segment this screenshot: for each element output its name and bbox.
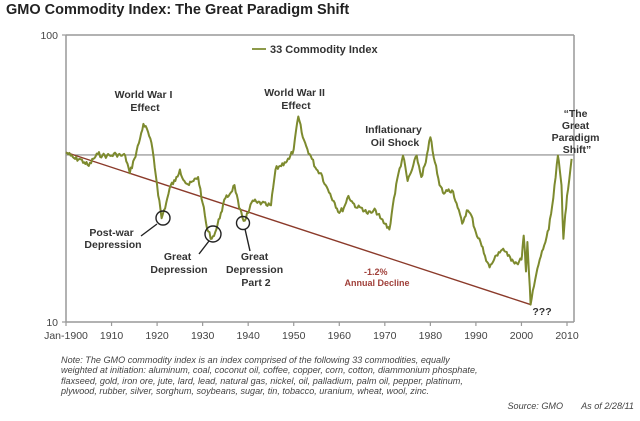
series-line-33-commodity-index <box>65 115 573 306</box>
annotation-oil-line2: Oil Shock <box>371 137 420 149</box>
x-tick-label: 1950 <box>282 330 306 342</box>
annotation-ww2: World War II Effect <box>264 87 328 112</box>
x-tick-label: 1990 <box>464 330 488 342</box>
source-line: Source: GMO As of 2/28/11 <box>507 401 634 411</box>
pointer-great-depression-2 <box>244 228 251 252</box>
annotation-great-depression-2: Great Depression Part 2 <box>226 251 286 289</box>
annotation-annual-decline: -1.2% Annual Decline <box>344 267 409 288</box>
circle-great-depression-2 <box>235 215 251 231</box>
y-tick-label: 10 <box>46 317 58 329</box>
circle-postwar <box>155 210 171 226</box>
annotation-ww2-line1: World War II <box>264 87 325 99</box>
x-tick-label: 1910 <box>100 330 124 342</box>
paradigm-line2: Great <box>562 120 590 132</box>
annotation-gd2-line3: Part 2 <box>241 277 270 289</box>
annotation-ww2-line2: Effect <box>281 100 311 112</box>
annotation-gd-line1: Great <box>164 251 192 263</box>
pointer-great-depression <box>198 240 210 255</box>
annotation-ww1-line1: World War I <box>115 89 173 101</box>
y-tick-label: 100 <box>40 30 58 42</box>
annotation-postwar: Post-war Depression <box>84 227 141 251</box>
x-tick-label: Jan-1900 <box>44 330 88 342</box>
x-tick-label: 1980 <box>419 330 443 342</box>
paradigm-line3: Paradigm <box>552 132 600 144</box>
annotation-great-depression: Great Depression <box>150 251 207 276</box>
x-tick-label: 2000 <box>510 330 534 342</box>
annotation-ww1: World War I Effect <box>115 89 176 114</box>
annotation-oil-line1: Inflationary <box>365 124 422 136</box>
chart-note: Note: The GMO commodity index is an inde… <box>61 355 478 397</box>
x-tick-label: 1970 <box>373 330 397 342</box>
paradigm-line4: Shift” <box>563 144 592 156</box>
trend-line <box>65 151 531 306</box>
annotation-gd2-line2: Depression <box>226 264 283 276</box>
x-tick-label: 1930 <box>191 330 215 342</box>
chart-title: GMO Commodity Index: The Great Paradigm … <box>6 2 350 18</box>
annotation-ww1-line2: Effect <box>130 102 160 114</box>
annotation-gd2-line1: Great <box>241 251 269 263</box>
annotation-postwar-line2: Depression <box>84 239 141 251</box>
annotation-question-marks: ??? <box>532 306 551 318</box>
x-tick-label: 1960 <box>328 330 352 342</box>
annotation-oil-shock: Inflationary Oil Shock <box>365 124 425 149</box>
annotation-postwar-line1: Post-war <box>89 227 133 239</box>
circle-great-depression <box>204 225 222 243</box>
legend-label: 33 Commodity Index <box>270 44 378 56</box>
x-tick-label: 1940 <box>237 330 261 342</box>
decline-label: Annual Decline <box>344 278 409 288</box>
x-tick-label: 1920 <box>145 330 169 342</box>
legend: 33 Commodity Index <box>252 44 378 56</box>
annotation-paradigm-shift: “The Great Paradigm Shift” <box>552 108 603 156</box>
as-of-date: As of 2/28/11 <box>581 401 634 411</box>
decline-pct: -1.2% <box>364 267 388 277</box>
paradigm-line1: “The <box>564 108 588 120</box>
source-label: Source: GMO <box>507 401 564 411</box>
x-tick-label: 2010 <box>555 330 579 342</box>
pointer-postwar <box>140 223 158 237</box>
annotation-gd-line2: Depression <box>150 264 207 276</box>
